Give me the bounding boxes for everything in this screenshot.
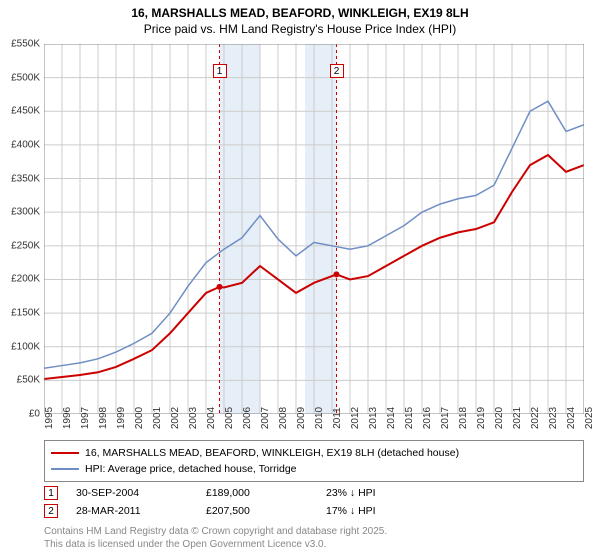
legend-label-hpi: HPI: Average price, detached house, Torr…	[85, 463, 297, 475]
x-axis-label: 2024	[566, 407, 577, 429]
x-axis-label: 2014	[386, 407, 397, 429]
x-axis-label: 2018	[458, 407, 469, 429]
x-axis-label: 2022	[530, 407, 541, 429]
chart-sale-marker-1: 1	[213, 64, 227, 78]
legend-swatch-hpi	[51, 468, 79, 470]
y-axis-label: £350K	[11, 173, 40, 184]
x-axis-label: 2010	[314, 407, 325, 429]
x-axis-label: 1995	[44, 407, 55, 429]
x-axis-label: 2002	[170, 407, 181, 429]
footer-line1: Contains HM Land Registry data © Crown c…	[44, 526, 584, 539]
x-axis-label: 2020	[494, 407, 505, 429]
x-axis-label: 2006	[242, 407, 253, 429]
legend-label-property: 16, MARSHALLS MEAD, BEAFORD, WINKLEIGH, …	[85, 447, 459, 459]
legend-swatch-property	[51, 452, 79, 454]
sale-row-2: 2 28-MAR-2011 £207,500 17% ↓ HPI	[44, 502, 584, 520]
x-axis-label: 2013	[368, 407, 379, 429]
x-axis-label: 2001	[152, 407, 163, 429]
x-axis-label: 2019	[476, 407, 487, 429]
chart-title-line2: Price paid vs. HM Land Registry's House …	[0, 22, 600, 36]
y-axis-label: £0	[29, 409, 40, 420]
y-axis-label: £100K	[11, 341, 40, 352]
sale-row-1: 1 30-SEP-2004 £189,000 23% ↓ HPI	[44, 484, 584, 502]
x-axis-label: 2005	[224, 407, 235, 429]
x-axis-label: 1999	[116, 407, 127, 429]
title-block: 16, MARSHALLS MEAD, BEAFORD, WINKLEIGH, …	[0, 0, 600, 38]
chart-container: 16, MARSHALLS MEAD, BEAFORD, WINKLEIGH, …	[0, 0, 600, 560]
legend-box: 16, MARSHALLS MEAD, BEAFORD, WINKLEIGH, …	[44, 440, 584, 482]
sale-price-2: £207,500	[206, 505, 326, 517]
sales-block: 1 30-SEP-2004 £189,000 23% ↓ HPI 2 28-MA…	[44, 484, 584, 520]
sale-delta-2: 17% ↓ HPI	[326, 505, 376, 517]
x-axis-label: 2008	[278, 407, 289, 429]
x-axis-label: 2015	[404, 407, 415, 429]
x-axis-label: 2025	[584, 407, 595, 429]
chart-area: 12£0£50K£100K£150K£200K£250K£300K£350K£4…	[44, 44, 584, 414]
sale-marker-2: 2	[44, 504, 58, 518]
x-axis-label: 2021	[512, 407, 523, 429]
sale-delta-1: 23% ↓ HPI	[326, 487, 376, 499]
x-axis-label: 2017	[440, 407, 451, 429]
y-axis-label: £150K	[11, 308, 40, 319]
x-axis-label: 2016	[422, 407, 433, 429]
x-axis-label: 2007	[260, 407, 271, 429]
sale-price-1: £189,000	[206, 487, 326, 499]
y-axis-label: £550K	[11, 39, 40, 50]
chart-sale-marker-2: 2	[330, 64, 344, 78]
x-axis-label: 2011	[332, 407, 343, 429]
footer-line2: This data is licensed under the Open Gov…	[44, 539, 584, 552]
x-axis-label: 2003	[188, 407, 199, 429]
x-axis-label: 2012	[350, 407, 361, 429]
y-axis-label: £450K	[11, 106, 40, 117]
legend-row-property: 16, MARSHALLS MEAD, BEAFORD, WINKLEIGH, …	[51, 445, 577, 461]
y-axis-label: £200K	[11, 274, 40, 285]
sale-marker-1: 1	[44, 486, 58, 500]
x-axis-label: 2004	[206, 407, 217, 429]
y-axis-label: £250K	[11, 240, 40, 251]
sale-date-2: 28-MAR-2011	[76, 505, 206, 517]
y-axis-label: £500K	[11, 72, 40, 83]
y-axis-label: £50K	[17, 375, 40, 386]
x-axis-label: 2009	[296, 407, 307, 429]
sale-date-1: 30-SEP-2004	[76, 487, 206, 499]
y-axis-label: £300K	[11, 207, 40, 218]
x-axis-label: 1996	[62, 407, 73, 429]
x-axis-label: 1998	[98, 407, 109, 429]
x-axis-label: 2000	[134, 407, 145, 429]
plot-svg	[44, 44, 584, 414]
x-axis-label: 1997	[80, 407, 91, 429]
legend-row-hpi: HPI: Average price, detached house, Torr…	[51, 461, 577, 477]
chart-title-line1: 16, MARSHALLS MEAD, BEAFORD, WINKLEIGH, …	[0, 6, 600, 20]
x-axis-label: 2023	[548, 407, 559, 429]
y-axis-label: £400K	[11, 139, 40, 150]
footer: Contains HM Land Registry data © Crown c…	[44, 526, 584, 551]
